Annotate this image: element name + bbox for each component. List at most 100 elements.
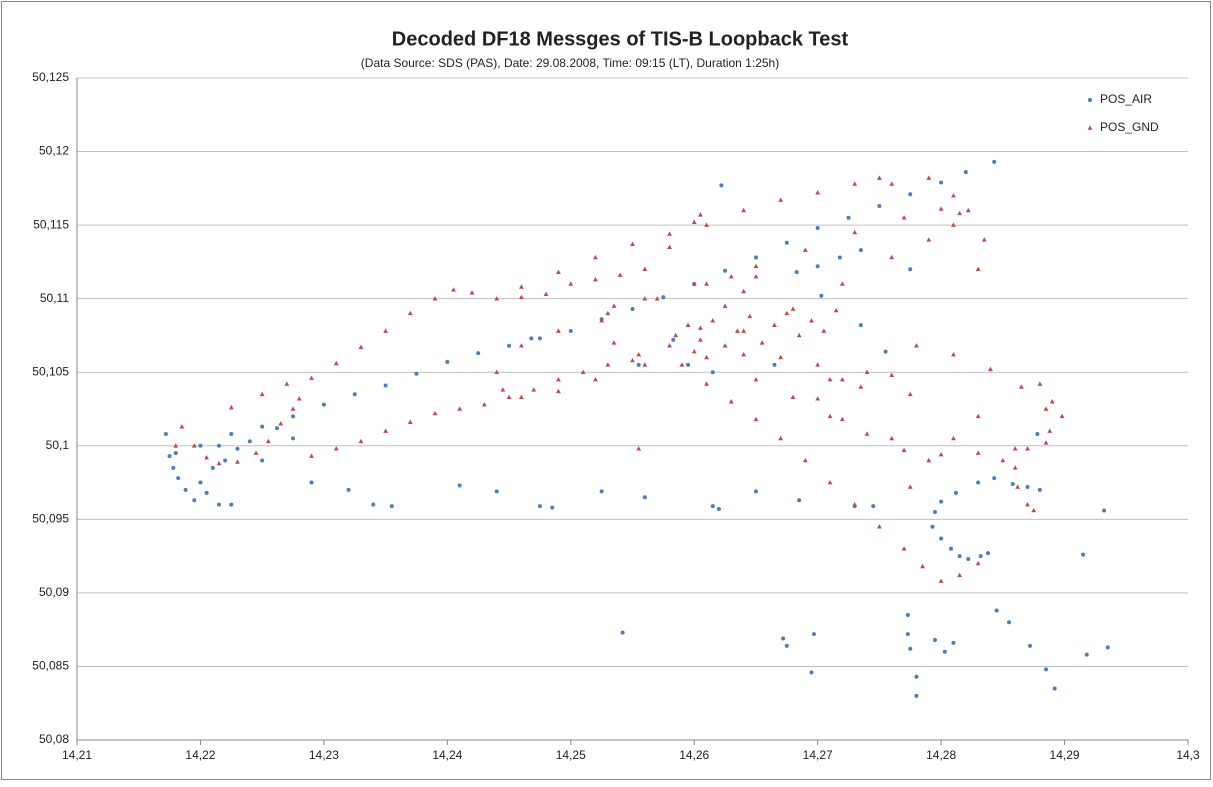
- point: [1043, 440, 1049, 445]
- point: [926, 175, 932, 180]
- point: [611, 303, 617, 308]
- y-tick-label: 50,095: [32, 512, 69, 526]
- point: [1037, 487, 1042, 492]
- point: [704, 354, 709, 360]
- point: [839, 281, 845, 286]
- point: [556, 376, 561, 382]
- point: [914, 343, 919, 348]
- point: [191, 443, 197, 448]
- point: [704, 381, 709, 386]
- point: [506, 394, 512, 400]
- point: [291, 436, 296, 441]
- point: [932, 637, 937, 642]
- point: [796, 332, 802, 338]
- point: [938, 578, 944, 583]
- point: [1084, 652, 1089, 657]
- point: [198, 443, 203, 448]
- point: [407, 419, 413, 425]
- point: [889, 435, 895, 441]
- point: [784, 310, 790, 316]
- point: [914, 693, 919, 698]
- point: [809, 318, 814, 323]
- point: [507, 343, 512, 348]
- point: [883, 349, 888, 354]
- point: [580, 369, 586, 375]
- point: [858, 323, 863, 328]
- chart-title: Decoded DF18 Messges of TIS-B Loopback T…: [392, 28, 849, 50]
- x-tick-label: 14,22: [185, 748, 215, 762]
- point: [772, 322, 777, 327]
- point: [642, 296, 648, 301]
- point: [620, 630, 625, 635]
- point: [519, 394, 524, 400]
- point: [926, 237, 932, 242]
- point: [173, 443, 179, 448]
- point: [1105, 645, 1110, 650]
- point: [1049, 399, 1055, 404]
- point: [204, 454, 210, 460]
- point: [383, 428, 389, 433]
- point: [781, 636, 786, 641]
- point: [988, 366, 993, 372]
- point: [951, 640, 956, 645]
- point: [371, 502, 376, 507]
- point: [821, 328, 827, 333]
- point: [753, 263, 759, 269]
- point: [908, 192, 913, 197]
- point: [728, 399, 734, 404]
- point: [778, 354, 784, 360]
- point: [260, 424, 265, 429]
- point: [284, 381, 290, 386]
- point: [815, 264, 820, 269]
- x-tick-label: 14,23: [309, 748, 339, 762]
- point: [568, 329, 573, 334]
- point: [697, 337, 703, 342]
- point: [537, 504, 542, 509]
- point: [445, 359, 450, 364]
- point: [667, 244, 672, 249]
- point: [636, 351, 642, 357]
- point: [876, 175, 882, 180]
- point: [889, 181, 895, 186]
- point: [794, 270, 799, 275]
- point: [346, 487, 351, 492]
- point: [556, 269, 561, 274]
- point: [1025, 502, 1030, 507]
- point: [889, 254, 895, 260]
- point: [192, 498, 197, 503]
- point: [617, 272, 623, 277]
- point: [173, 451, 178, 456]
- point: [1102, 508, 1107, 513]
- point: [198, 480, 203, 485]
- point: [259, 391, 265, 397]
- point: [815, 362, 821, 367]
- point: [728, 274, 734, 279]
- point: [975, 560, 981, 566]
- point: [827, 413, 833, 419]
- point: [383, 383, 388, 388]
- point: [1037, 381, 1043, 386]
- point: [519, 284, 524, 289]
- point: [957, 554, 962, 559]
- point: [778, 435, 784, 441]
- y-tick-label: 50,09: [39, 585, 69, 599]
- point: [957, 572, 963, 578]
- point: [229, 432, 234, 437]
- point: [901, 447, 907, 452]
- point: [1010, 482, 1015, 487]
- point: [352, 392, 357, 397]
- point: [691, 281, 697, 286]
- point: [901, 546, 907, 551]
- point: [975, 450, 981, 455]
- point: [476, 351, 481, 356]
- point: [210, 465, 215, 470]
- point: [815, 190, 821, 195]
- point: [407, 310, 413, 316]
- point: [741, 351, 746, 357]
- point: [296, 396, 302, 401]
- point: [871, 504, 876, 509]
- point: [1043, 406, 1049, 411]
- point: [809, 670, 814, 675]
